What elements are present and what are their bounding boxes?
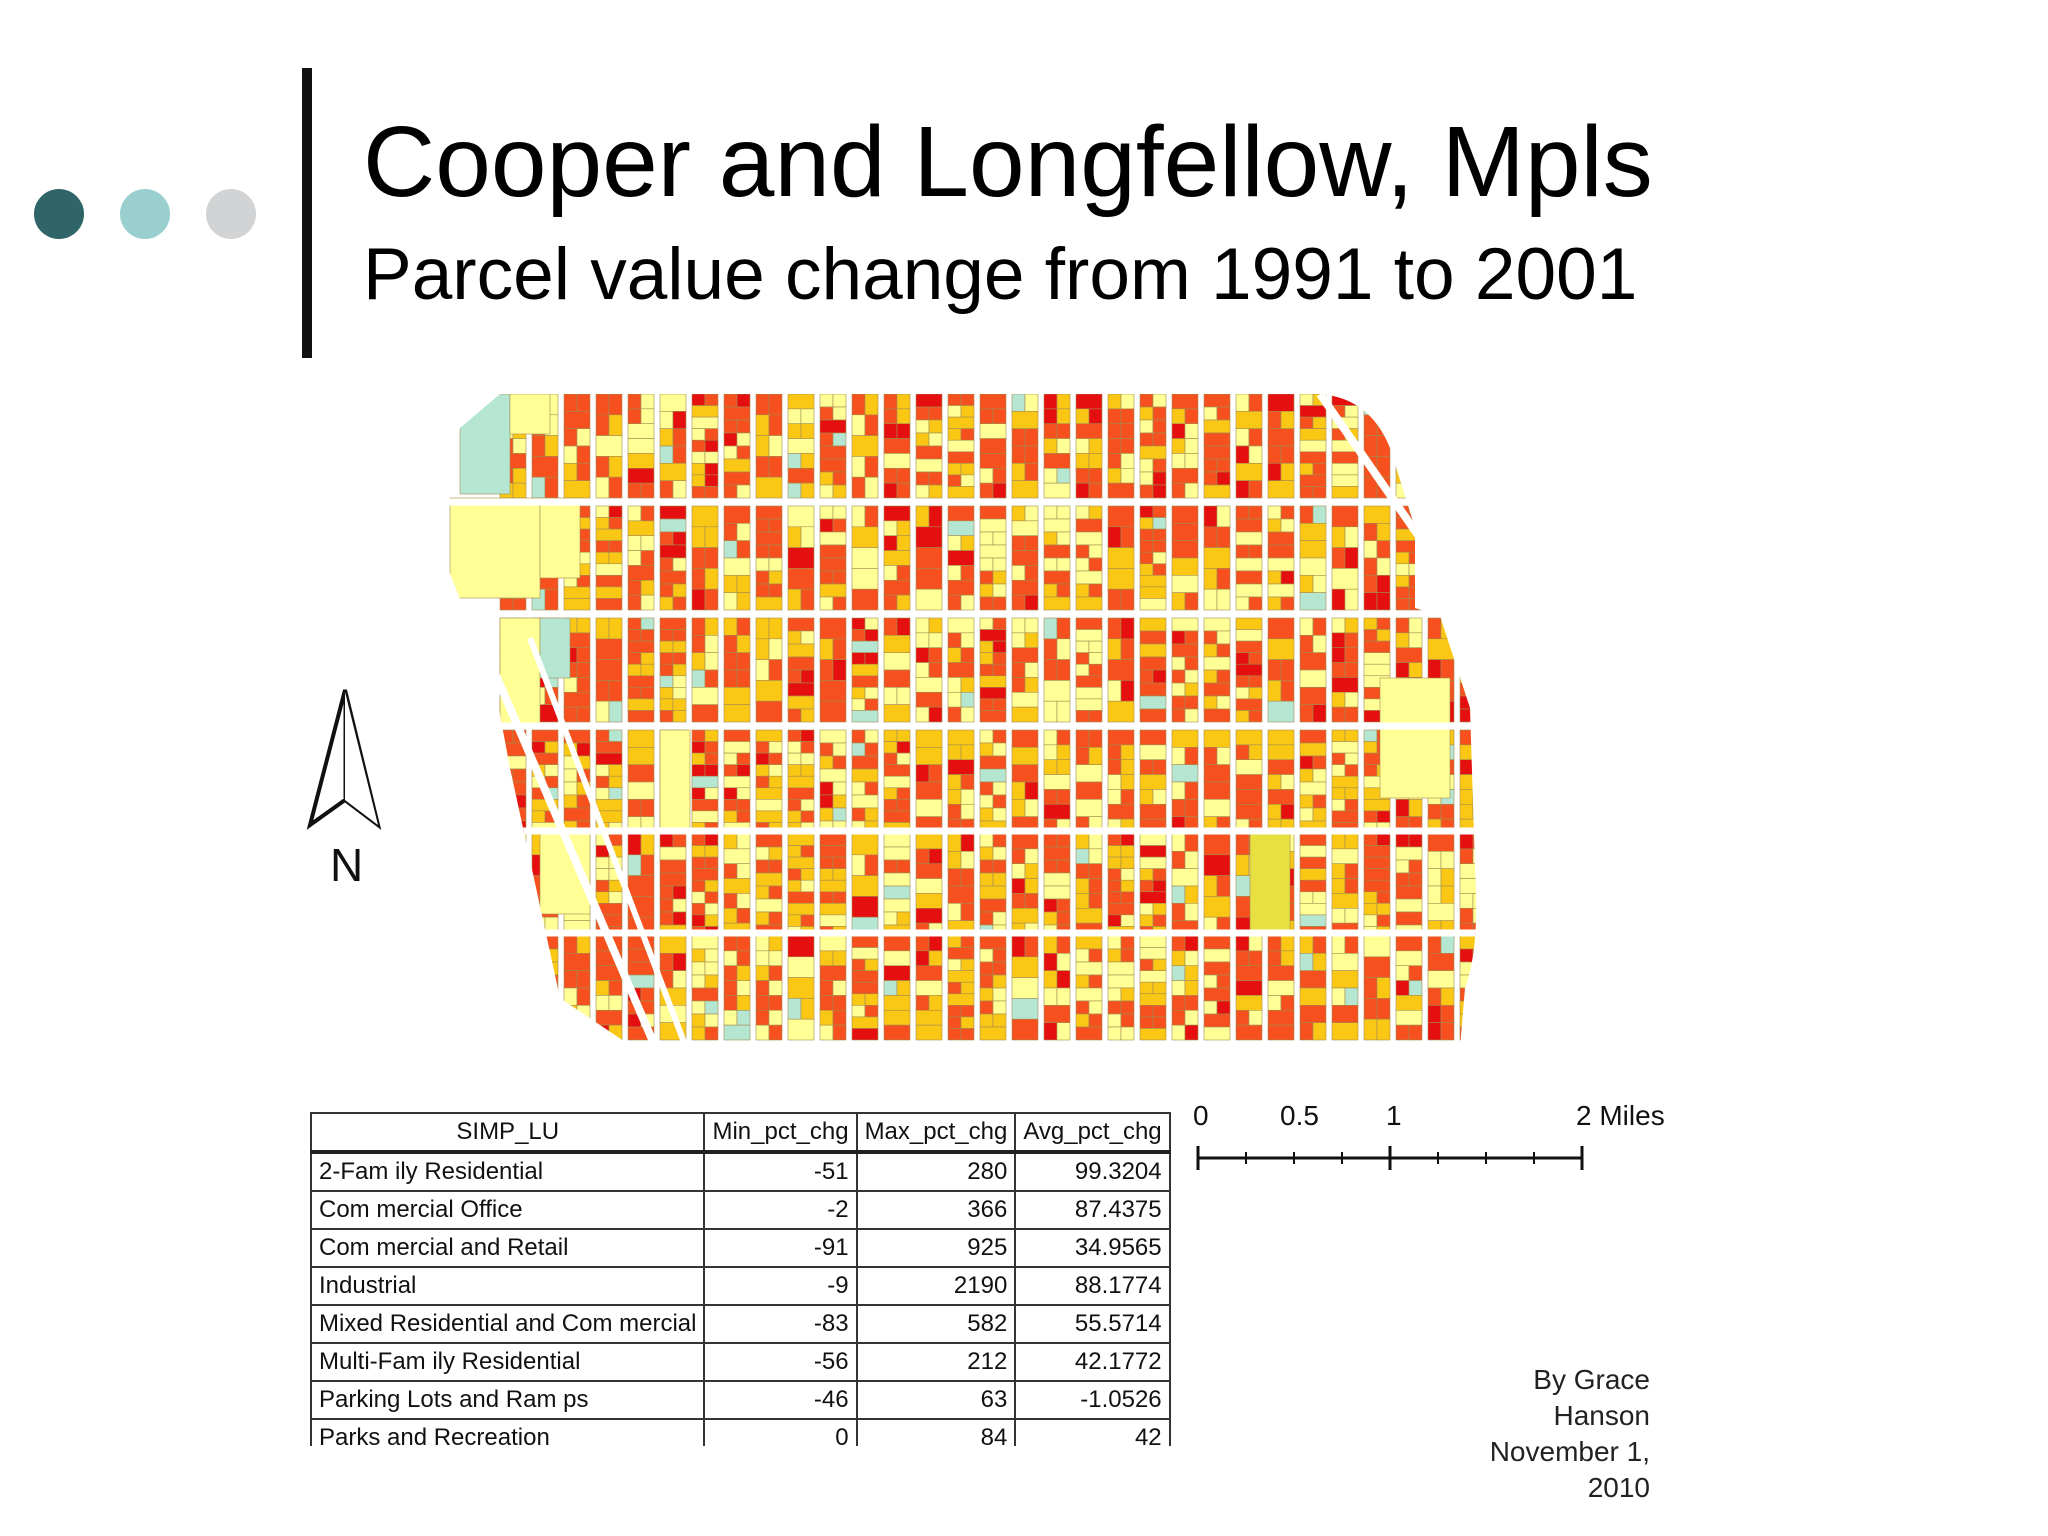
min-pct-cell: -56: [703, 1342, 858, 1382]
min-pct-cell: -9: [703, 1266, 858, 1306]
column-header-max-pct-chg: Max_pct_chg: [855, 1112, 1017, 1154]
avg-pct-cell: 42: [1014, 1418, 1171, 1446]
land-use-cell: Multi-Fam ily Residential: [309, 1342, 706, 1382]
land-use-cell: Parks and Recreation: [309, 1418, 706, 1446]
decorative-dots: [34, 189, 264, 239]
land-use-cell: Mixed Residential and Com mercial: [309, 1304, 706, 1344]
title-divider-bar: [302, 68, 312, 358]
credit-author: By Grace Hanson: [1533, 1364, 1650, 1431]
map-credit: By Grace Hanson November 1, 2010: [1430, 1362, 1650, 1506]
land-use-cell: Com mercial and Retail: [309, 1228, 706, 1268]
table-row: Parking Lots and Ram ps -46 63 -1.0526: [309, 1380, 1171, 1420]
max-pct-cell: 280: [855, 1151, 1017, 1192]
land-use-cell: 2-Fam ily Residential: [309, 1151, 706, 1192]
light-teal-dot: [120, 189, 170, 239]
min-pct-cell: -46: [703, 1380, 858, 1420]
table-row: Mixed Residential and Com mercial -83 582 5…: [309, 1304, 1171, 1344]
credit-date: November 1, 2010: [1489, 1436, 1650, 1503]
max-pct-cell: 63: [855, 1380, 1017, 1420]
scale-bar: 0 0.5 1 2 Miles: [1190, 1100, 1670, 1180]
scale-label-2-miles: 2 Miles: [1576, 1100, 1665, 1131]
max-pct-cell: 212: [855, 1342, 1017, 1382]
column-header-min-pct-chg: Min_pct_chg: [703, 1112, 858, 1154]
max-pct-cell: 366: [855, 1190, 1017, 1230]
table-header-row: SIMP_LU Min_pct_chg Max_pct_chg Avg_pct_…: [309, 1112, 1171, 1154]
min-pct-cell: -2: [703, 1190, 858, 1230]
scale-label-half: 0.5: [1280, 1100, 1319, 1131]
avg-pct-cell: 34.9565: [1014, 1228, 1171, 1268]
table-row: Industrial -9 2190 88.1774: [309, 1266, 1171, 1306]
max-pct-cell: 582: [855, 1304, 1017, 1344]
avg-pct-cell: -1.0526: [1014, 1380, 1171, 1420]
avg-pct-cell: 99.3204: [1014, 1151, 1171, 1192]
table-row: 2-Fam ily Residential -51 280 99.3204: [309, 1151, 1171, 1192]
min-pct-cell: -51: [703, 1151, 858, 1192]
land-use-cell: Industrial: [309, 1266, 706, 1306]
min-pct-cell: -83: [703, 1304, 858, 1344]
scale-label-0: 0: [1193, 1100, 1209, 1131]
column-header-simp-lu: SIMP_LU: [309, 1112, 706, 1154]
parcel-map: [440, 394, 1477, 1052]
min-pct-cell: -91: [703, 1228, 858, 1268]
attribute-table: SIMP_LU Min_pct_chg Max_pct_chg Avg_pct_…: [309, 1112, 1171, 1446]
scale-bar-line: [1196, 1146, 1584, 1170]
max-pct-cell: 84: [855, 1418, 1017, 1446]
table-row: Multi-Fam ily Residential -56 212 42.1772: [309, 1342, 1171, 1382]
north-arrow-icon: [306, 689, 382, 830]
avg-pct-cell: 87.4375: [1014, 1190, 1171, 1230]
gray-dot: [206, 189, 256, 239]
land-use-cell: Com mercial Office: [309, 1190, 706, 1230]
max-pct-cell: 925: [855, 1228, 1017, 1268]
avg-pct-cell: 88.1774: [1014, 1266, 1171, 1306]
north-label: N: [330, 839, 364, 891]
land-use-cell: Parking Lots and Ram ps: [309, 1380, 706, 1420]
slide-subtitle: Parcel value change from 1991 to 2001: [363, 234, 1638, 315]
table-row: Com mercial and Retail -91 925 34.9565: [309, 1228, 1171, 1268]
attribute-table-clip: SIMP_LU Min_pct_chg Max_pct_chg Avg_pct_…: [300, 1100, 1180, 1446]
table-row: Com mercial Office -2 366 87.4375: [309, 1190, 1171, 1230]
min-pct-cell: 0: [703, 1418, 858, 1446]
scale-label-1: 1: [1386, 1100, 1402, 1131]
avg-pct-cell: 42.1772: [1014, 1342, 1171, 1382]
column-header-avg-pct-chg: Avg_pct_chg: [1014, 1112, 1171, 1154]
dark-teal-dot: [34, 189, 84, 239]
max-pct-cell: 2190: [855, 1266, 1017, 1306]
avg-pct-cell: 55.5714: [1014, 1304, 1171, 1344]
slide-title: Cooper and Longfellow, Mpls: [363, 106, 1653, 218]
table-row: Parks and Recreation 0 84 42: [309, 1418, 1171, 1446]
